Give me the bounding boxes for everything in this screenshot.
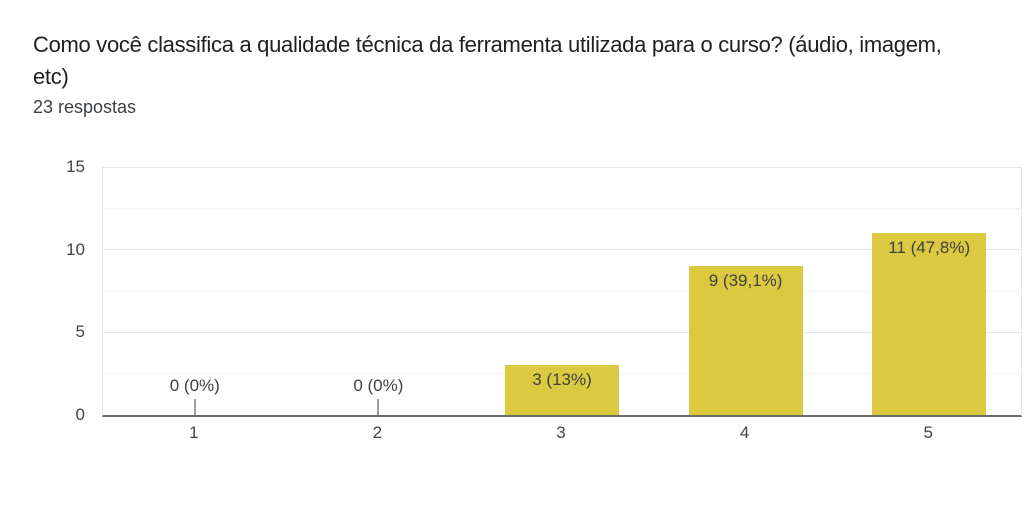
y-axis-tick-label: 5 (75, 322, 85, 342)
y-axis-tick-label: 10 (66, 239, 85, 259)
question-title: Como você classifica a qualidade técnica… (33, 29, 942, 93)
y-axis-tick-label: 15 (66, 157, 85, 176)
major-gridline (103, 249, 1021, 251)
x-axis-tick-label: 1 (189, 423, 199, 442)
major-gridline (103, 331, 1021, 333)
zero-value-tick (377, 399, 380, 415)
bar-value-label: 9 (39,1%) (708, 271, 783, 291)
zero-value-tick (193, 399, 196, 415)
x-axis-tick-label: 2 (372, 423, 383, 442)
bar-category-4[interactable] (688, 266, 803, 415)
y-axis-labels: 0 5 10 15 (30, 157, 85, 424)
bar-value-label: 11 (47,8%) (888, 238, 971, 258)
bar-value-label: 3 (13%) (532, 370, 592, 390)
bar-category-3[interactable] (505, 365, 619, 415)
x-axis-tick-label: 4 (739, 423, 750, 442)
bar-category-5[interactable] (872, 233, 987, 415)
question-title-line-2: etc) (33, 64, 69, 89)
plot-area: 0 (0%) 0 (0%) 3 (13%) 9 (39,1%) 11 (47,8%) (102, 166, 1022, 417)
minor-gridline (103, 207, 1021, 209)
x-axis-labels: 1 2 3 4 5 (102, 419, 1020, 445)
y-axis-tick-label: 0 (75, 405, 85, 424)
x-axis-tick-label: 3 (556, 423, 566, 442)
major-gridline (103, 166, 1021, 168)
bar-value-label: 0 (0%) (353, 376, 404, 395)
minor-gridline (103, 290, 1021, 292)
x-axis-tick-label: 5 (923, 423, 933, 442)
responses-count: 23 respostas (33, 97, 137, 117)
bar-value-label: 0 (0%) (169, 376, 220, 395)
question-title-line-1: Como você classifica a qualidade técnica… (33, 32, 942, 57)
